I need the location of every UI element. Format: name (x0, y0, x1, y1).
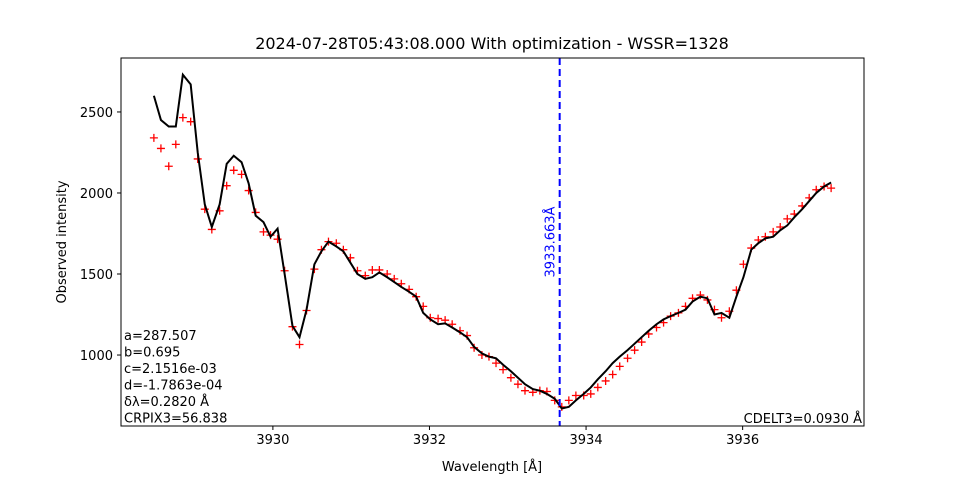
data-point (295, 340, 304, 349)
data-point (237, 170, 246, 179)
data-point (178, 113, 187, 122)
model-line (152, 72, 832, 410)
data-point (593, 383, 602, 392)
data-point (186, 117, 195, 126)
y-tick-label: 2000 (80, 187, 113, 202)
data-point (229, 166, 238, 175)
annotation: b=0.695 (124, 346, 180, 361)
data-point (149, 133, 158, 142)
data-point (499, 365, 508, 374)
data-point (637, 338, 646, 347)
data-point (601, 376, 610, 385)
data-point (586, 389, 595, 398)
data-point (615, 362, 624, 371)
data-point (564, 396, 573, 405)
x-axis-label: Wavelength [Å] (442, 459, 542, 475)
x-tick-label: 3934 (570, 433, 603, 448)
annotation: δλ=0.2820 Å (124, 394, 209, 410)
data-point (608, 370, 617, 379)
data-point (513, 380, 522, 389)
data-point (156, 144, 165, 153)
data-point (506, 373, 515, 382)
annotation: CRPIX3=56.838 (124, 412, 227, 427)
data-point (368, 265, 377, 274)
data-point (827, 184, 836, 193)
data-point (492, 359, 501, 368)
data-point (571, 391, 580, 400)
annotation: a=287.507 (124, 329, 197, 344)
data-point (717, 313, 726, 322)
data-point (769, 227, 778, 236)
x-tick-label: 3932 (413, 433, 446, 448)
x-tick-label: 3930 (256, 433, 289, 448)
data-point (623, 354, 632, 363)
chart-title: 2024-07-28T05:43:08.000 With optimizatio… (255, 34, 729, 53)
data-point (434, 314, 443, 323)
annotation: CDELT3=0.0930 Å (744, 411, 862, 427)
y-tick-label: 1000 (80, 349, 113, 364)
data-point (164, 162, 173, 171)
data-point (171, 140, 180, 149)
y-axis-label: Observed intensity (55, 180, 70, 303)
annotation: c=2.1516e-03 (124, 362, 217, 377)
plot-frame (120, 57, 865, 427)
y-tick-label: 1500 (80, 268, 113, 283)
data-point (222, 181, 231, 190)
data-point (630, 346, 639, 355)
data-point (273, 235, 282, 244)
x-tick-label: 3936 (726, 433, 759, 448)
data-point (783, 214, 792, 223)
data-point (259, 227, 268, 236)
annotation: d=-1.7863e-04 (124, 379, 223, 394)
data-point (520, 386, 529, 395)
reference-label: 3933.663Å (543, 206, 559, 277)
y-tick-label: 2500 (80, 106, 113, 121)
